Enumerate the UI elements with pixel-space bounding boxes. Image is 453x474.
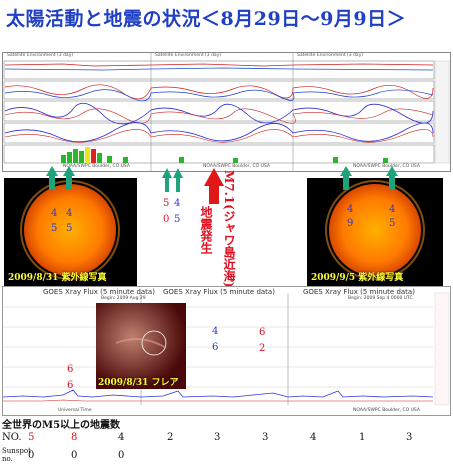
sat-header-mid: Satellite Environment (3 day) xyxy=(155,53,222,58)
xray-left-num-top: 6 xyxy=(67,364,74,375)
magnetometer-trace-2 xyxy=(4,108,434,124)
mid-num-c: 0 xyxy=(163,214,170,225)
sun-left-n3: 5 xyxy=(51,223,58,234)
xray-updated-2: NOAA/SWPC Boulder, CO USA xyxy=(353,408,420,413)
mid-num-b: 4 xyxy=(174,198,181,209)
sat-header-left: Satellite Environment (3 day) xyxy=(7,53,74,58)
sun-right-caption: 2009/9/5 紫外線写真 xyxy=(311,273,404,283)
xray-begin-3: Begin: 2009 Sep 4 0000 UTC xyxy=(348,296,413,301)
row1-value: 5 xyxy=(28,432,35,443)
xray-chart-svg xyxy=(2,292,450,406)
xray-left-num-bot: 6 xyxy=(67,380,74,391)
xray-right-num-bot: 2 xyxy=(259,343,266,354)
flare-svg xyxy=(96,303,186,389)
flare-image: 2009/8/31 フレア xyxy=(96,303,186,389)
row1-value: 2 xyxy=(167,432,174,443)
sun-image-right: 4 4 9 5 2009/9/5 紫外線写真 xyxy=(307,178,443,288)
mid-num-a: 5 xyxy=(163,198,170,209)
xray-long-trace xyxy=(2,389,434,398)
xray-chart: GOES Xray Flux (5 minute data) GOES Xray… xyxy=(2,286,451,416)
xray-mid-num-bot: 6 xyxy=(212,342,219,353)
sun-left-caption: 2009/8/31 紫外線写真 xyxy=(8,273,107,283)
sun-right-n2: 4 xyxy=(389,204,396,215)
flare-caption: 2009/8/31 フレア xyxy=(98,378,179,388)
row1-value: 4 xyxy=(118,432,125,443)
kp-bars xyxy=(61,147,388,163)
xray-title-2: GOES Xray Flux (5 minute data) xyxy=(163,288,275,296)
sat-header-right: Satellite Environment (3 day) xyxy=(297,53,364,58)
sun-right-n1: 4 xyxy=(347,204,354,215)
row1-label: NO. xyxy=(2,432,22,443)
row1-value: 3 xyxy=(214,432,221,443)
row1-value: 3 xyxy=(262,432,269,443)
mid-num-d: 5 xyxy=(174,214,181,225)
sun-disc-right xyxy=(325,180,425,280)
sun-left-n2: 4 xyxy=(66,208,73,219)
proton-trace-2 xyxy=(4,67,434,71)
sun-right-n4: 5 xyxy=(389,218,396,229)
row2-value: 0 xyxy=(28,450,35,461)
satellite-chart-svg xyxy=(3,53,450,171)
sun-left-n4: 5 xyxy=(66,223,73,234)
quake-count-title: 全世界のM5以上の地震数 xyxy=(2,420,121,431)
satellite-environment-chart: Satellite Environment (3 day) Satellite … xyxy=(2,52,451,172)
page-title: 太陽活動と地震の状況＜8月29日～9月9日＞ xyxy=(6,8,407,30)
sun-image-left: 4 4 5 5 2009/8/31 紫外線写真 xyxy=(4,178,137,288)
row2-value: 0 xyxy=(118,450,125,461)
xray-begin-1: Begin: 2009 Aug 29 xyxy=(101,296,146,301)
hp-trace-2 xyxy=(4,129,434,143)
xray-axis-label: Universal Time xyxy=(58,408,92,413)
row2-value: 0 xyxy=(71,450,78,461)
green-up-arrow-icon xyxy=(162,168,183,192)
xray-mid-num-top: 4 xyxy=(212,326,219,337)
red-up-arrow-icon xyxy=(204,168,224,204)
sun-left-n1: 4 xyxy=(51,208,58,219)
electron-trace-2 xyxy=(4,89,434,102)
row1-value: 1 xyxy=(359,432,366,443)
sat-footer-mid: NOAA/SWPC Boulder, CO USA xyxy=(203,164,270,169)
xray-right-num-top: 6 xyxy=(259,327,266,338)
electron-trace xyxy=(4,84,434,100)
proton-trace xyxy=(4,63,434,67)
xray-title-1: GOES Xray Flux (5 minute data) xyxy=(43,288,155,296)
row2-label: Sunspot no. xyxy=(2,447,31,463)
sat-footer-right: NOAA/SWPC Boulder, CO USA xyxy=(353,164,420,169)
sat-footer-left: NOAA/SWPC Boulder, CO USA xyxy=(63,164,130,169)
sun-right-n3: 9 xyxy=(347,218,354,229)
row1-value: 3 xyxy=(406,432,413,443)
xray-title-3: GOES Xray Flux (5 minute data) xyxy=(303,288,415,296)
magnetometer-trace xyxy=(4,102,434,125)
row1-value: 4 xyxy=(310,432,317,443)
xray-short-trace xyxy=(3,399,433,402)
quake-label-line1: M7.1(ジャワ島近海) xyxy=(222,170,236,288)
quake-label-line2: 地震発生 xyxy=(199,206,213,254)
green-up-arrow-icon xyxy=(340,166,398,190)
green-up-arrow-icon xyxy=(46,166,75,190)
hp-trace xyxy=(4,122,434,143)
row1-value: 8 xyxy=(71,432,78,443)
